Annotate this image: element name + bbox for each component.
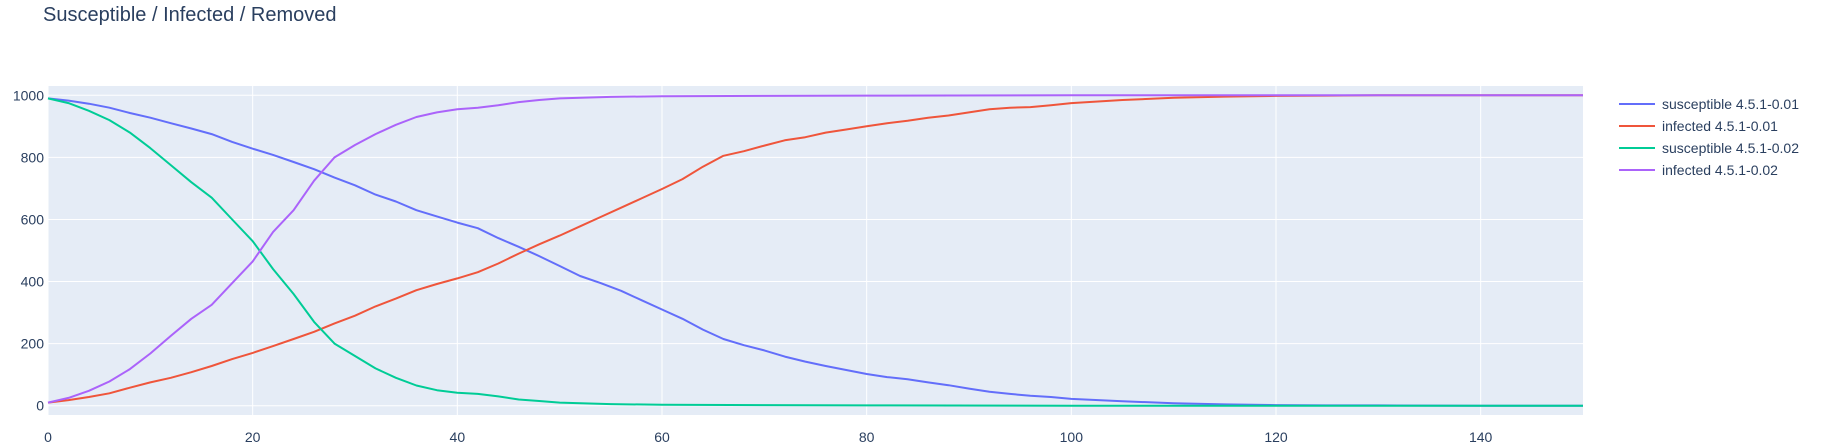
y-tick-label-0: 0 [36, 398, 44, 414]
x-tick-label-3: 60 [654, 429, 670, 443]
y-tick-label-3: 600 [21, 211, 45, 227]
legend-label-1: infected 4.5.1-0.01 [1662, 118, 1778, 134]
x-tick-label-1: 20 [245, 429, 261, 443]
series-lines [47, 94, 1583, 407]
legend-item-1[interactable]: infected 4.5.1-0.01 [1619, 118, 1778, 134]
x-tick-label-2: 40 [450, 429, 466, 443]
legend-item-3[interactable]: infected 4.5.1-0.02 [1619, 162, 1778, 178]
y-tick-label-4: 800 [21, 149, 45, 165]
x-tick-label-6: 120 [1264, 429, 1288, 443]
series-line-3 [47, 94, 1583, 404]
x-tick-label-0: 0 [44, 429, 52, 443]
legend-label-2: susceptible 4.5.1-0.02 [1662, 140, 1799, 156]
x-axis-ticks: 0 20 40 60 80 100 120 140 [44, 429, 1492, 443]
y-tick-label-2: 400 [21, 274, 45, 290]
legend-item-2[interactable]: susceptible 4.5.1-0.02 [1619, 140, 1799, 156]
x-tick-label-4: 80 [859, 429, 875, 443]
chart-title: Susceptible / Infected / Removed [43, 4, 337, 26]
plot-area [48, 86, 1583, 415]
legend-label-0: susceptible 4.5.1-0.01 [1662, 96, 1799, 112]
legend[interactable]: susceptible 4.5.1-0.01 infected 4.5.1-0.0… [1619, 96, 1799, 178]
series-line-0 [47, 97, 1583, 407]
series-line-2 [47, 97, 1583, 407]
legend-label-3: infected 4.5.1-0.02 [1662, 162, 1778, 178]
y-tick-label-5: 1000 [13, 87, 44, 103]
y-tick-label-1: 200 [21, 336, 45, 352]
legend-item-0[interactable]: susceptible 4.5.1-0.01 [1619, 96, 1799, 112]
x-tick-label-5: 100 [1060, 429, 1084, 443]
y-axis-ticks: 0 200 400 600 800 1000 [13, 87, 44, 413]
x-tick-label-7: 140 [1469, 429, 1493, 443]
series-line-1 [47, 94, 1583, 404]
